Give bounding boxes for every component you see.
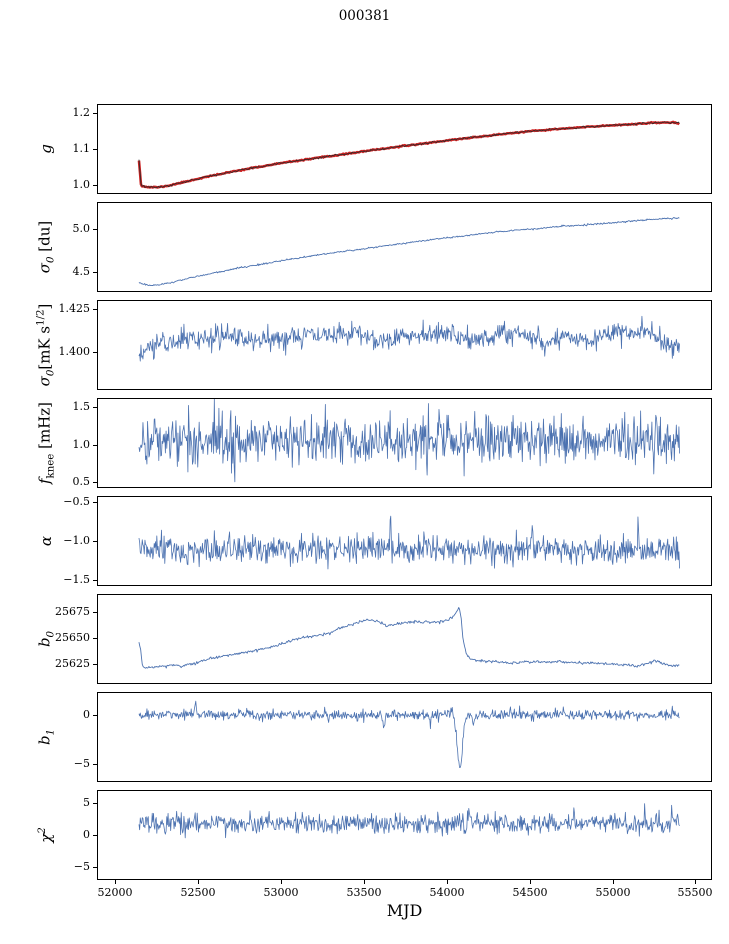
x-tick-mark [198,880,199,884]
axes-panel-b1 [97,692,712,782]
y-tick-mark [93,502,97,503]
axes-panel-b0 [97,594,712,684]
y-axis-label-sigma0-mks: σ0[mK s1/2] [35,303,57,387]
y-tick-mark [93,482,97,483]
axes-panel-chi2 [97,790,712,880]
y-tick-label: 4.5 [72,265,91,278]
y-tick-mark [93,612,97,613]
y-tick-mark [93,803,97,804]
y-tick-mark [93,541,97,542]
series-plot-alpha [138,515,681,570]
y-axis-label-sigma0-du: σ0 [du] [35,220,57,274]
y-tick-mark [93,309,97,310]
y-tick-label: 5 [83,796,90,809]
y-tick-label: 1.400 [58,345,91,358]
y-tick-mark [93,764,97,765]
x-tick-mark [695,880,696,884]
series-chi2 [138,803,680,839]
series-plot-b1 [138,700,680,768]
series-plot-chi2 [138,803,680,839]
y-tick-mark [93,407,97,408]
y-tick-mark [93,835,97,836]
x-tick-label: 52500 [180,886,216,899]
x-tick-label: 52000 [97,886,133,899]
y-tick-label: 25650 [55,631,90,644]
series-sigma0-du [138,217,680,287]
y-tick-label: −5 [73,757,90,770]
x-tick-label: 54500 [512,886,548,899]
figure-title: 000381 [338,8,391,24]
y-tick-label: −5 [73,860,90,873]
series-plot-fknee [138,399,681,483]
y-axis-label-g: g [37,144,55,154]
y-tick-label: 5.0 [72,222,91,235]
series-plot-b0 [138,607,680,669]
y-tick-label: 25675 [55,605,90,618]
series-alpha [138,515,681,570]
y-axis-label-b0: b0 [35,630,57,648]
y-tick-mark [93,352,97,353]
series-gain-fit [137,120,680,189]
axes-panel-alpha [97,496,712,586]
y-tick-mark [93,445,97,446]
y-tick-label: 25625 [55,657,90,670]
x-tick-mark [613,880,614,884]
y-axis-label-b1: b1 [35,728,57,746]
x-tick-mark [364,880,365,884]
y-tick-label: 1.0 [72,178,91,191]
series-b1 [138,700,680,768]
y-tick-label: 1.0 [72,438,91,451]
y-tick-mark [93,580,97,581]
x-tick-mark [530,880,531,884]
y-tick-label: 0 [83,828,90,841]
y-axis-label-fknee: fknee [mHz] [35,401,57,485]
y-tick-mark [93,715,97,716]
axes-panel-sigma0-du [97,202,712,292]
x-tick-label: 53500 [346,886,382,899]
y-tick-label: 1.2 [72,106,91,119]
axes-panel-sigma0-mks [97,300,712,390]
x-tick-mark [115,880,116,884]
series-plot-sigma0-mks [138,315,680,362]
series-plot-g [137,120,680,189]
y-tick-label: −1.0 [63,534,90,547]
series-sigma0-mks [138,315,680,362]
x-tick-label: 54000 [429,886,465,899]
series-plot-sigma0-du [138,217,680,287]
y-tick-label: 1.5 [72,400,91,413]
y-axis-label-alpha: α [37,535,55,547]
y-tick-label: −1.5 [63,573,90,586]
x-axis-label: MJD [386,901,423,920]
series-gain-data [138,121,680,189]
y-tick-label: 0.5 [72,475,91,488]
x-tick-mark [447,880,448,884]
y-tick-mark [93,185,97,186]
y-tick-label: −0.5 [63,495,90,508]
series-fknee [138,399,681,483]
y-tick-mark [93,149,97,150]
y-tick-label: 1.425 [58,302,91,315]
y-tick-mark [93,229,97,230]
y-tick-mark [93,638,97,639]
y-tick-mark [93,113,97,114]
y-axis-label-chi2: χ2 [37,827,55,843]
axes-panel-g [97,104,712,194]
y-tick-mark [93,867,97,868]
y-tick-mark [93,664,97,665]
y-tick-label: 0 [83,708,90,721]
y-tick-label: 1.1 [72,142,91,155]
x-tick-label: 55500 [677,886,713,899]
x-tick-label: 53000 [263,886,299,899]
axes-panel-fknee [97,398,712,488]
y-tick-mark [93,272,97,273]
x-tick-label: 55000 [595,886,631,899]
x-tick-mark [281,880,282,884]
series-b0 [138,607,680,669]
